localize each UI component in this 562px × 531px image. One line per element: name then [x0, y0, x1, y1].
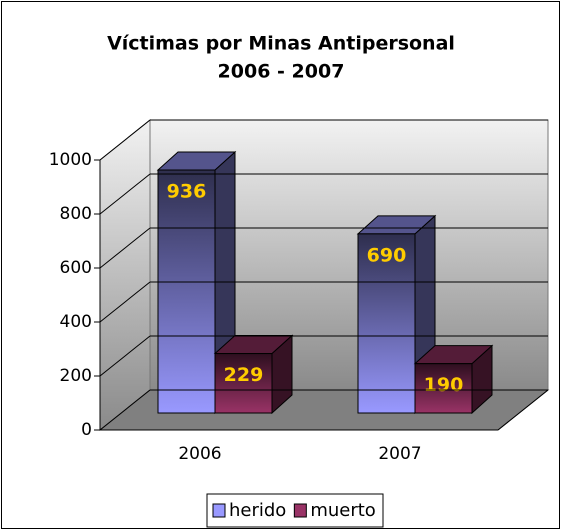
bar: [214, 353, 273, 414]
side-wall: [99, 118, 151, 432]
x-tick-label: 2006: [178, 444, 221, 464]
value-label: 190: [424, 374, 464, 396]
floor-edge: [497, 389, 549, 431]
value-label: 690: [367, 244, 407, 266]
bar: [157, 169, 216, 414]
grid-line-side: [99, 119, 151, 161]
y-tick-label: 1000: [49, 150, 92, 170]
legend-swatch: [212, 503, 226, 518]
value-label: 229: [224, 364, 264, 386]
grid-line-side: [99, 227, 151, 269]
legend-swatch: [293, 503, 307, 518]
bar: [357, 233, 416, 414]
grid-line-side: [99, 389, 151, 431]
grid-line-side: [99, 335, 151, 377]
x-tick-label: 2007: [378, 444, 421, 464]
bar: [414, 363, 473, 414]
y-tick-label: 600: [60, 258, 92, 278]
y-tick-label: 800: [60, 204, 92, 224]
legend-label: muerto: [310, 500, 376, 521]
grid-line-side: [99, 281, 151, 323]
chart-title: Víctimas por Minas Antipersonal: [107, 33, 455, 55]
legend-label: herido: [229, 500, 286, 521]
grid-line-side: [99, 173, 151, 215]
value-label: 936: [167, 181, 207, 203]
y-tick-label: 400: [60, 312, 92, 332]
y-tick-label: 0: [81, 420, 92, 440]
y-tick-label: 200: [60, 366, 92, 386]
chart-subtitle: 2006 - 2007: [218, 61, 345, 83]
